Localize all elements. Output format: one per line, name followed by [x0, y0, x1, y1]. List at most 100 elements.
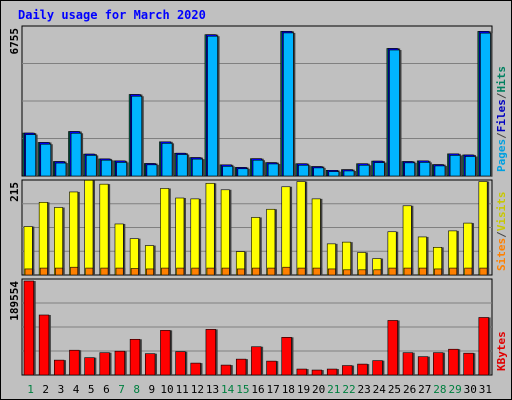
y-max-label: 189554 — [8, 281, 21, 321]
kbytes-bar — [326, 368, 338, 376]
kbytes-bar — [433, 352, 444, 376]
sites-bar — [24, 268, 33, 276]
x-tick-label: 31 — [479, 383, 492, 396]
x-tick-label: 5 — [88, 383, 95, 396]
visits-bar — [220, 189, 230, 276]
x-tick-label: 9 — [149, 383, 156, 396]
sites-bar — [373, 269, 382, 276]
kbytes-bar — [372, 360, 383, 376]
legend-labels: Pages/Files/Hits — [495, 66, 508, 172]
pages-bar — [480, 32, 491, 177]
legend-label-3: Files — [495, 99, 508, 132]
panel-2: 215 Sites/Visits — [8, 179, 508, 276]
visits-bar — [38, 202, 48, 276]
x-tick-label: 27 — [418, 383, 431, 396]
x-tick-label: 12 — [191, 383, 204, 396]
sites-bar — [236, 268, 245, 276]
kbytes-bar — [114, 350, 125, 376]
sites-bar — [70, 266, 79, 276]
pages-bar — [116, 162, 127, 177]
pages-bar — [252, 159, 264, 177]
x-tick-label: 6 — [103, 383, 110, 396]
pages-bar — [389, 49, 400, 177]
pages-bar — [207, 35, 218, 177]
y-max-label: 6755 — [8, 28, 21, 55]
kbytes-bar — [387, 320, 398, 376]
pages-bar — [101, 159, 112, 177]
sites-bar — [39, 267, 48, 276]
x-tick-label: 1 — [27, 383, 34, 396]
visits-bar — [160, 188, 170, 276]
x-tick-label: 26 — [403, 383, 416, 396]
chart-title: Daily usage for March 2020 — [18, 8, 206, 22]
x-tick-label: 23 — [358, 383, 371, 396]
x-tick-label: 19 — [297, 383, 310, 396]
legend-label-5: Hits — [495, 66, 508, 93]
kbytes-bar — [251, 346, 262, 376]
kbytes-bar — [478, 317, 489, 376]
x-tick-label: 4 — [73, 383, 80, 396]
pages-bar — [328, 171, 340, 177]
pages-bar — [404, 162, 415, 177]
pages-bar — [161, 143, 173, 177]
pages-bar — [55, 162, 67, 177]
x-tick-label: 28 — [433, 383, 446, 396]
kbytes-bar — [281, 337, 292, 376]
sites-bar — [464, 267, 473, 276]
x-tick-label: 22 — [342, 383, 355, 396]
x-tick-label: 10 — [160, 383, 173, 396]
kbytes-bar — [266, 360, 277, 376]
x-tick-label: 20 — [312, 383, 325, 396]
legend-label-2: / — [495, 132, 508, 139]
visits-bar — [478, 181, 488, 276]
x-tick-label: 25 — [388, 383, 401, 396]
visits-bar — [23, 226, 33, 276]
sites-bar — [191, 267, 200, 276]
sites-bar — [343, 269, 351, 276]
sites-bar — [206, 267, 215, 276]
legend-label-1: KBytes — [495, 331, 508, 371]
kbytes-bar — [296, 368, 307, 376]
pages-bar — [434, 165, 446, 177]
sites-bar — [418, 267, 427, 276]
pages-bar — [85, 155, 97, 177]
x-tick-label: 11 — [176, 383, 189, 396]
kbytes-bar — [342, 365, 353, 376]
pages-bar — [131, 95, 143, 177]
kbytes-bar — [235, 358, 247, 376]
x-tick-label: 2 — [42, 383, 49, 396]
pages-bar — [25, 134, 36, 177]
visits-bar — [463, 222, 473, 276]
sites-bar — [55, 267, 63, 276]
kbytes-bar — [38, 314, 50, 376]
pages-bar — [313, 167, 324, 177]
pages-bar — [419, 162, 431, 177]
visits-bar — [84, 179, 94, 276]
sites-bar — [145, 268, 154, 276]
kbytes-bar — [190, 362, 201, 376]
visits-bar — [205, 182, 215, 276]
visits-bar — [114, 223, 124, 276]
visits-bar — [175, 197, 185, 276]
x-tick-label: 15 — [236, 383, 249, 396]
sites-bar — [267, 267, 276, 276]
kbytes-bar — [69, 349, 80, 376]
sites-bar — [115, 267, 124, 276]
x-tick-label: 18 — [282, 383, 295, 396]
visits-bar — [69, 191, 79, 276]
pages-bar — [237, 168, 249, 177]
pages-bar — [449, 155, 461, 177]
x-tick-label: 29 — [448, 383, 461, 396]
sites-bar — [252, 267, 260, 276]
pages-bar — [70, 132, 82, 177]
kbytes-bar — [99, 352, 110, 376]
x-tick-label: 16 — [251, 383, 264, 396]
x-tick-label: 14 — [221, 383, 235, 396]
pages-bar — [343, 170, 355, 177]
sites-bar — [449, 267, 458, 276]
kbytes-bar — [54, 359, 65, 376]
pages-bar — [146, 164, 158, 177]
visits-bar — [266, 208, 276, 276]
visits-bar — [296, 181, 306, 276]
